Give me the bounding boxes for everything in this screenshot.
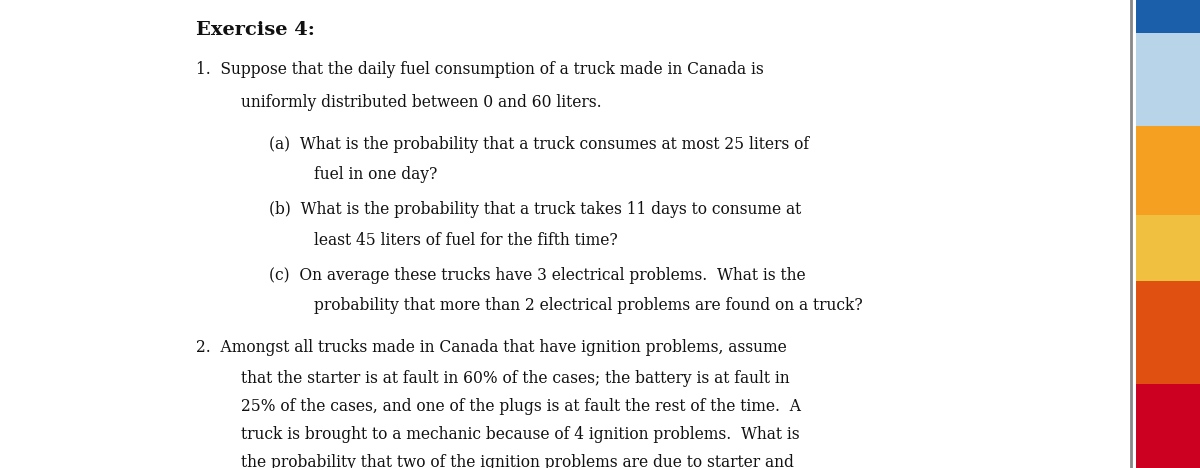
Bar (1136, 384, 1200, 468)
Bar (1136, 33, 1200, 126)
Text: 25% of the cases, and one of the plugs is at fault the rest of the time.  A: 25% of the cases, and one of the plugs i… (241, 398, 802, 415)
Text: least 45 liters of fuel for the fifth time?: least 45 liters of fuel for the fifth ti… (314, 232, 618, 249)
Text: fuel in one day?: fuel in one day? (314, 166, 438, 183)
Bar (1136, 126, 1200, 215)
Text: Exercise 4:: Exercise 4: (197, 21, 316, 39)
Text: truck is brought to a mechanic because of 4 ignition problems.  What is: truck is brought to a mechanic because o… (241, 426, 800, 443)
Text: 2.  Amongst all trucks made in Canada that have ignition problems, assume: 2. Amongst all trucks made in Canada tha… (197, 339, 787, 356)
Text: probability that more than 2 electrical problems are found on a truck?: probability that more than 2 electrical … (314, 297, 863, 314)
Text: 1.  Suppose that the daily fuel consumption of a truck made in Canada is: 1. Suppose that the daily fuel consumpti… (197, 61, 764, 78)
Bar (1136, 281, 1200, 384)
Text: (b)  What is the probability that a truck takes 11 days to consume at: (b) What is the probability that a truck… (269, 201, 802, 218)
Text: (a)  What is the probability that a truck consumes at most 25 liters of: (a) What is the probability that a truck… (269, 136, 810, 153)
Text: (c)  On average these trucks have 3 electrical problems.  What is the: (c) On average these trucks have 3 elect… (269, 267, 806, 284)
Text: that the starter is at fault in 60% of the cases; the battery is at fault in: that the starter is at fault in 60% of t… (241, 370, 790, 387)
Text: the probability that two of the ignition problems are due to starter and: the probability that two of the ignition… (241, 454, 794, 468)
Bar (1136, 215, 1200, 281)
Bar (1136, 0, 1200, 33)
Text: uniformly distributed between 0 and 60 liters.: uniformly distributed between 0 and 60 l… (241, 94, 602, 110)
